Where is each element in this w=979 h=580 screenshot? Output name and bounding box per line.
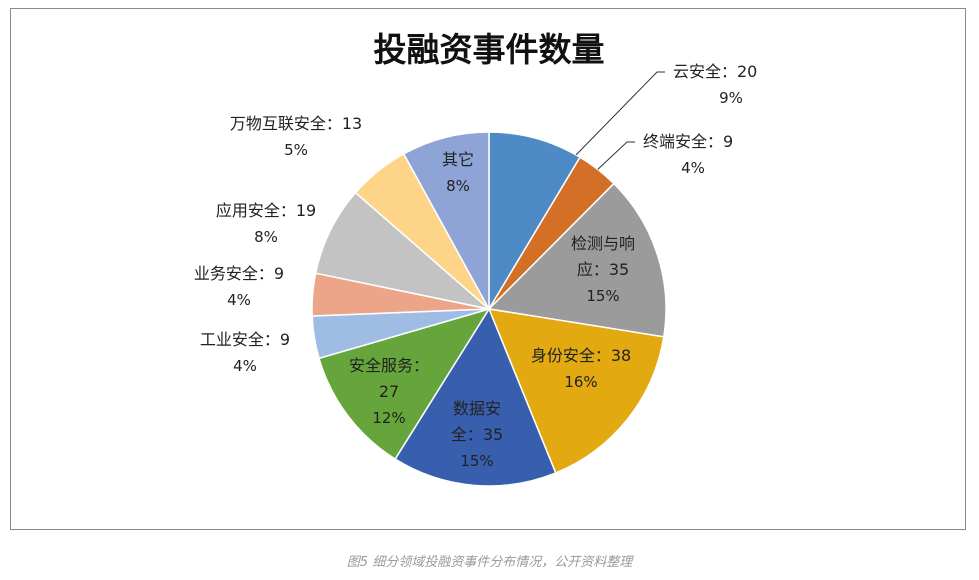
slice-label-5-line0: 安全服务： (349, 356, 429, 375)
leader-line-0 (575, 71, 665, 156)
slice-label-6: 工业安全：9 (200, 330, 290, 349)
pie-slice-2 (487, 182, 667, 338)
slice-percent-4: 15% (460, 452, 493, 470)
slice-label-1: 终端安全：9 (643, 132, 733, 151)
slice-label-0: 云安全：20 (673, 62, 757, 81)
slice-label-5-line1: 27 (379, 382, 399, 401)
slice-label-10: 其它 (442, 150, 474, 169)
pie-slice-3 (487, 308, 665, 474)
pie-slice-8 (314, 191, 492, 311)
slice-percent-3: 16% (564, 373, 597, 391)
pie-slice-4 (394, 307, 557, 487)
slice-percent-6: 4% (233, 357, 257, 375)
figure-caption: 图5 细分领域投融资事件分布情况，公开资料整理 (346, 555, 633, 570)
slice-percent-10: 8% (446, 177, 470, 195)
pie-slice-10 (402, 131, 490, 310)
slice-label-8: 应用安全：19 (216, 201, 316, 220)
leader-line-1 (597, 141, 635, 170)
slice-label-2-line1: 应：35 (577, 260, 629, 279)
slice-percent-0: 9% (719, 89, 743, 107)
slice-percent-8: 8% (254, 228, 278, 246)
slice-percent-5: 12% (372, 409, 405, 427)
slice-percent-1: 4% (681, 159, 705, 177)
slice-label-9: 万物互联安全：13 (230, 114, 362, 133)
slice-percent-9: 5% (284, 141, 308, 159)
slice-percent-2: 15% (586, 287, 619, 305)
chart-title: 投融资事件数量 (374, 30, 605, 69)
slice-label-4-line1: 全：35 (451, 425, 503, 444)
slice-label-7: 业务安全：9 (194, 264, 284, 283)
slice-label-4-line0: 数据安 (453, 399, 501, 418)
slice-label-2-line0: 检测与响 (571, 234, 635, 253)
slice-label-3: 身份安全：38 (531, 346, 631, 365)
slice-percent-7: 4% (227, 291, 251, 309)
pie-slice-0 (488, 131, 582, 312)
chart-frame: 投融资事件数量云安全：20 9% 终端安全：9 4% 检测与响应：35 15% 身份安全：3… (10, 8, 966, 530)
